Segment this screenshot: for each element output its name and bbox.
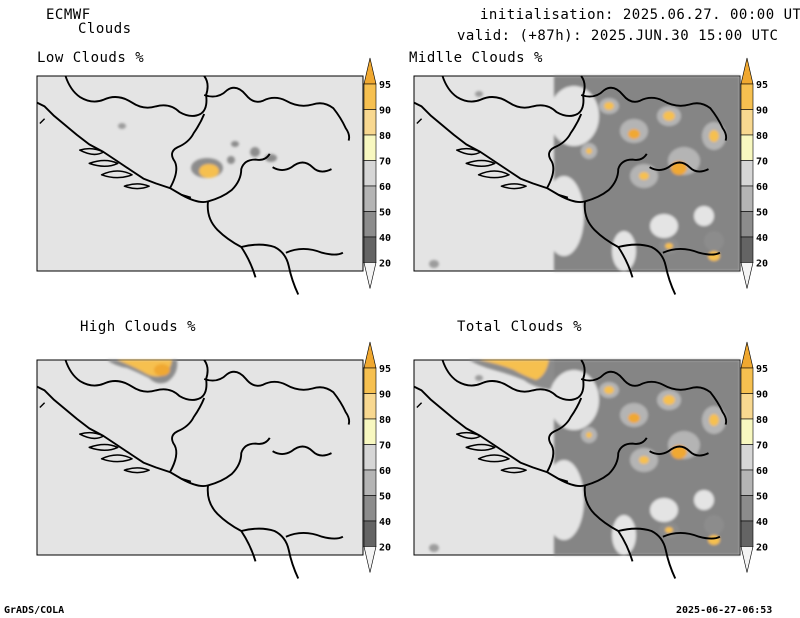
colorbar-tick-label: 20 <box>756 543 768 554</box>
colorbar-high: 95 90 80 70 60 50 40 20 <box>363 341 391 573</box>
colorbar-tick-label: 60 <box>756 466 768 477</box>
colorbar-segment <box>363 367 377 394</box>
colorbar-tick-label: 20 <box>379 543 391 554</box>
colorbar-bottom-arrow <box>740 262 754 289</box>
colorbar-segment <box>363 109 377 136</box>
colorbar-tick-label: 50 <box>379 492 391 503</box>
model-label: ECMWF <box>46 7 91 23</box>
colorbar-tick-label: 50 <box>379 208 391 219</box>
panel-high <box>36 359 364 580</box>
colorbar-tick-label: 70 <box>379 441 391 452</box>
colorbar-segment <box>740 160 754 187</box>
panel-title-mid: Midlle Clouds % <box>409 50 543 66</box>
colorbar-segment <box>363 393 377 420</box>
colorbar-tick-label: 40 <box>756 517 768 528</box>
colorbar-tick-label: 80 <box>756 415 768 426</box>
colorbar-segment <box>363 469 377 496</box>
panel-title-high: High Clouds % <box>80 319 197 335</box>
colorbar-tick-label: 40 <box>379 517 391 528</box>
panel-total <box>413 359 741 580</box>
colorbar-segment <box>740 469 754 496</box>
colorbar-segment <box>363 160 377 187</box>
colorbar-bottom-arrow <box>740 546 754 573</box>
colorbar-tick-label: 90 <box>379 106 391 117</box>
colorbar-segment <box>363 211 377 238</box>
colorbar-tick-label: 95 <box>756 364 768 375</box>
colorbar-tick-label: 40 <box>756 233 768 244</box>
colorbar-top-arrow <box>363 57 377 85</box>
panel-title-low: Low Clouds % <box>37 50 145 66</box>
colorbar-segment <box>740 393 754 420</box>
colorbar-tick-label: 95 <box>379 364 391 375</box>
footer-software: GrADS/COLA <box>4 605 65 616</box>
colorbar-tick-label: 60 <box>756 182 768 193</box>
panel-low <box>36 75 364 296</box>
colorbar-bottom-arrow <box>363 262 377 289</box>
colorbar-segment <box>740 444 754 471</box>
colorbar-segment <box>740 185 754 212</box>
colorbar-segment <box>740 367 754 394</box>
colorbar-segment <box>363 520 377 547</box>
colorbar-segment <box>740 495 754 522</box>
colorbar-tick-label: 60 <box>379 466 391 477</box>
colorbar-segment <box>740 520 754 547</box>
colorbar-tick-label: 20 <box>756 259 768 270</box>
colorbar-top-arrow <box>363 341 377 369</box>
footer-timestamp: 2025-06-27-06:53 <box>676 605 773 616</box>
panel-title-total: Total Clouds % <box>457 319 583 335</box>
colorbar-tick-label: 95 <box>379 80 391 91</box>
colorbar-top-arrow <box>740 57 754 85</box>
colorbar-tick-label: 80 <box>756 131 768 142</box>
panel-mid <box>413 75 741 296</box>
product-label: Clouds <box>78 21 132 37</box>
valid-time: valid: (+87h): 2025.JUN.30 15:00 UTC <box>457 28 779 44</box>
colorbar-tick-label: 70 <box>756 441 768 452</box>
colorbar-segment <box>363 83 377 110</box>
colorbar-tick-label: 60 <box>379 182 391 193</box>
colorbar-top-arrow <box>740 341 754 369</box>
colorbar-tick-label: 90 <box>756 390 768 401</box>
colorbar-mid: 95 90 80 70 60 50 40 20 <box>740 57 768 289</box>
colorbar-segment <box>740 211 754 238</box>
colorbar-total: 95 90 80 70 60 50 40 20 <box>740 341 768 573</box>
colorbar-tick-label: 95 <box>756 80 768 91</box>
colorbar-tick-label: 40 <box>379 233 391 244</box>
colorbar-segment <box>363 185 377 212</box>
colorbar-segment <box>740 418 754 445</box>
colorbar-tick-label: 20 <box>379 259 391 270</box>
colorbar-tick-label: 50 <box>756 492 768 503</box>
colorbar-segment <box>363 418 377 445</box>
colorbar-segment <box>740 83 754 110</box>
colorbar-tick-label: 80 <box>379 415 391 426</box>
colorbar-bottom-arrow <box>363 546 377 573</box>
colorbar-segment <box>740 236 754 263</box>
colorbar-low: 95 90 80 70 60 50 40 20 <box>363 57 391 289</box>
colorbar-segment <box>740 109 754 136</box>
init-time: initialisation: 2025.06.27. 00:00 UTC <box>480 7 800 23</box>
colorbar-segment <box>363 236 377 263</box>
colorbar-tick-label: 90 <box>756 106 768 117</box>
colorbar-tick-label: 90 <box>379 390 391 401</box>
colorbar-segment <box>363 444 377 471</box>
colorbar-segment <box>740 134 754 161</box>
colorbar-tick-label: 70 <box>379 157 391 168</box>
colorbar-segment <box>363 495 377 522</box>
colorbar-tick-label: 80 <box>379 131 391 142</box>
colorbar-tick-label: 70 <box>756 157 768 168</box>
colorbar-tick-label: 50 <box>756 208 768 219</box>
colorbar-segment <box>363 134 377 161</box>
